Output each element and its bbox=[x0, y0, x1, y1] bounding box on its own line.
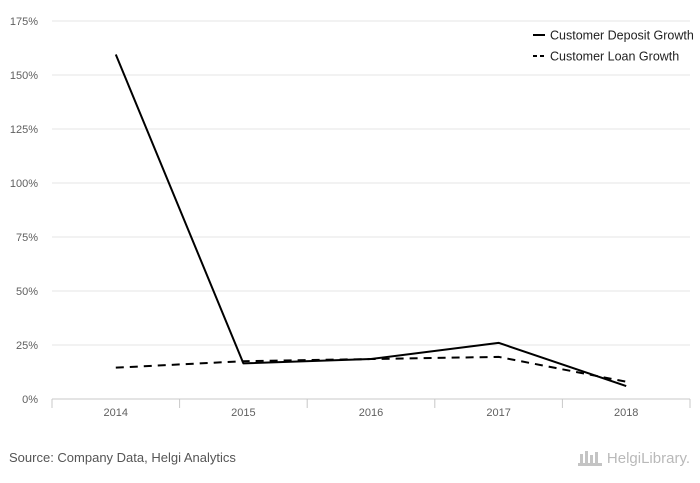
brand-logo: HelgiLibrary. bbox=[577, 449, 690, 467]
y-axis: 0% 25% 50% 75% 100% 125% 150% 175% bbox=[10, 16, 38, 406]
legend-item-label: Customer Loan Growth bbox=[550, 50, 679, 64]
x-tick-label: 2014 bbox=[104, 407, 128, 419]
x-tick-label: 2015 bbox=[231, 407, 255, 419]
x-tick-label: 2018 bbox=[614, 407, 638, 419]
y-tick-label: 100% bbox=[10, 178, 38, 190]
y-tick-label: 75% bbox=[16, 232, 38, 244]
x-tick-label: 2016 bbox=[359, 407, 383, 419]
y-tick-label: 175% bbox=[10, 16, 38, 28]
grid-lines bbox=[52, 20, 690, 346]
y-tick-label: 125% bbox=[10, 124, 38, 136]
series-line-1 bbox=[114, 54, 627, 387]
helgi-library-logo-icon bbox=[577, 451, 602, 466]
legend-item-label: Customer Deposit Growth bbox=[550, 29, 694, 43]
source-note: Source: Company Data, Helgi Analytics bbox=[9, 450, 236, 465]
series-line-2 bbox=[115, 355, 627, 383]
x-axis: 2014 2015 2016 2017 2018 bbox=[51, 398, 691, 419]
series-lines bbox=[114, 54, 627, 387]
y-tick-label: 50% bbox=[16, 286, 38, 298]
y-tick-label: 150% bbox=[10, 70, 38, 82]
legend: Customer Deposit Growth Customer Loan Gro… bbox=[533, 29, 694, 64]
y-tick-label: 25% bbox=[16, 340, 38, 352]
x-tick-label: 2017 bbox=[486, 407, 510, 419]
line-chart: 0% 25% 50% 75% 100% 125% 150% 175% 2014 2015 2016… bbox=[10, 16, 694, 419]
y-tick-label: 0% bbox=[22, 394, 38, 406]
brand-name: HelgiLibrary. bbox=[606, 449, 690, 467]
